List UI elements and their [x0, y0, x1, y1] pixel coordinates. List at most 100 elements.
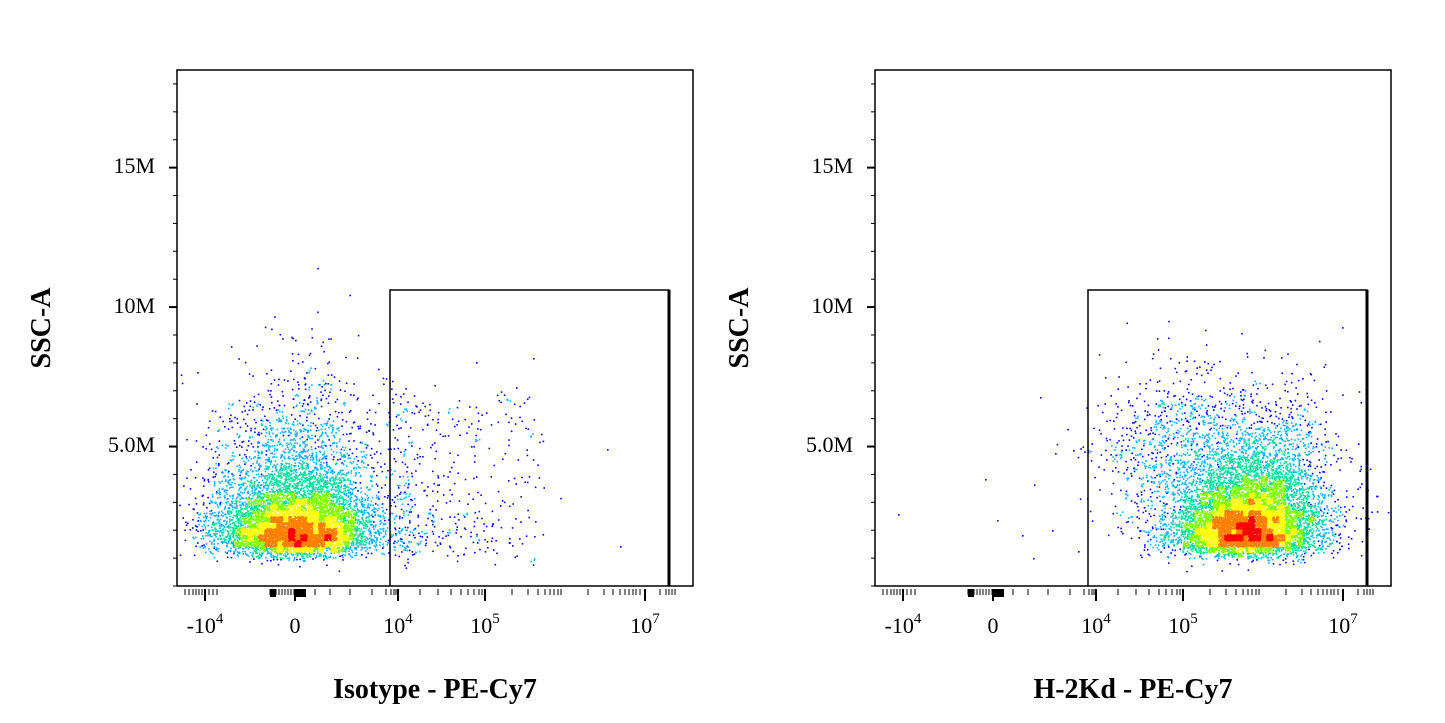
event-dot [405, 530, 407, 532]
event-dot [247, 517, 249, 519]
event-dot [226, 545, 228, 547]
event-dot [357, 397, 359, 399]
event-dot [346, 421, 348, 423]
event-dot [237, 422, 239, 424]
event-dot [206, 543, 208, 545]
event-dot [351, 488, 353, 490]
event-dot [273, 483, 275, 485]
event-dot [348, 487, 350, 489]
event-dot [233, 552, 235, 554]
event-dot [300, 472, 302, 474]
event-dot [438, 536, 440, 538]
event-dot [470, 532, 472, 534]
event-dot [301, 451, 303, 453]
event-dot [372, 516, 374, 518]
event-dot [193, 538, 195, 540]
event-dot [379, 441, 381, 443]
event-dot [399, 545, 401, 547]
event-dot [353, 422, 355, 424]
event-dot [340, 480, 342, 482]
event-dot [192, 519, 194, 521]
event-dot [313, 458, 315, 460]
event-dot [356, 539, 358, 541]
event-dot [407, 487, 409, 489]
event-dot [314, 494, 316, 496]
scatter-plot-1: 5.0M10M15M-104 0 104 105 107Isotype - PE-Cy7… [26, 70, 693, 705]
event-dot [429, 404, 431, 406]
event-dot [198, 514, 200, 516]
event-dot [360, 502, 362, 504]
event-dot [234, 483, 236, 485]
event-dot [205, 532, 207, 534]
event-dot [309, 499, 311, 501]
event-dot [312, 489, 314, 491]
event-dot [232, 459, 234, 461]
event-dot [308, 478, 310, 480]
event-dot [396, 425, 398, 427]
event-dot [262, 517, 264, 519]
event-dot [481, 518, 483, 520]
event-dot [512, 527, 514, 529]
event-dot [313, 482, 315, 484]
event-dot [237, 551, 239, 553]
event-dot [239, 522, 241, 524]
event-dot [287, 428, 289, 430]
event-dot [302, 361, 304, 363]
event-dot [384, 463, 386, 465]
event-dot [279, 439, 281, 441]
event-dot [287, 380, 289, 382]
event-dot [240, 478, 242, 480]
event-dot [474, 521, 476, 523]
event-dot [370, 455, 372, 457]
event-dot [203, 521, 205, 523]
event-dot [258, 505, 260, 507]
event-dot [372, 432, 374, 434]
event-dot [312, 453, 314, 455]
event-dot [301, 467, 303, 469]
event-dot [252, 508, 254, 510]
event-dot [478, 413, 480, 415]
event-dot [251, 443, 253, 445]
event-dot [365, 510, 367, 512]
event-dot [271, 329, 273, 331]
event-dot [560, 498, 562, 500]
event-dot [412, 551, 414, 553]
event-dot [350, 555, 352, 557]
event-dot [275, 465, 277, 467]
event-dot [398, 448, 400, 450]
event-dot [278, 384, 280, 386]
event-dot [258, 455, 260, 457]
event-dot [265, 459, 267, 461]
event-dot [449, 516, 451, 518]
event-dot [409, 550, 411, 552]
event-dot [239, 454, 241, 456]
event-dot [248, 460, 250, 462]
event-dot [246, 471, 248, 473]
event-dot [239, 498, 241, 500]
event-dot [412, 412, 414, 414]
event-dot [317, 550, 319, 552]
event-dot [231, 404, 233, 406]
event-dot [356, 519, 358, 521]
event-dot [405, 493, 407, 495]
event-dot [219, 525, 221, 527]
event-dot [315, 487, 317, 489]
event-dot [329, 392, 331, 394]
event-dot [379, 545, 381, 547]
event-dot [387, 544, 389, 546]
event-dot [346, 486, 348, 488]
event-dot [367, 526, 369, 528]
event-dot [295, 431, 297, 433]
event-dot [344, 405, 346, 407]
event-dot [324, 558, 326, 560]
event-dot [282, 338, 284, 340]
event-dot [343, 477, 345, 479]
event-dot [275, 467, 277, 469]
event-dot [309, 413, 311, 415]
event-dot [204, 513, 206, 515]
event-dot [397, 439, 399, 441]
event-dot [407, 527, 409, 529]
event-dot [196, 403, 198, 405]
event-dot [409, 522, 411, 524]
event-dot [317, 552, 319, 554]
